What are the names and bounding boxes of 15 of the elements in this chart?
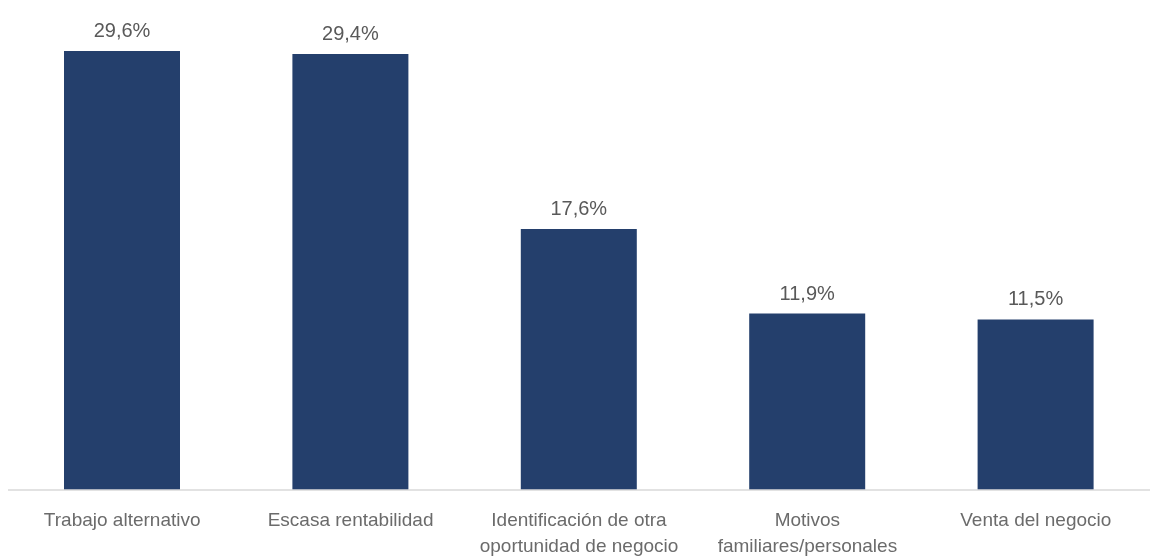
data-label: 29,6% xyxy=(93,19,151,41)
x-tick-label: Escasa rentabilidad xyxy=(267,509,434,531)
bar xyxy=(520,228,637,490)
bar xyxy=(749,313,866,490)
data-label: 29,4% xyxy=(322,21,379,44)
data-label: 11,5% xyxy=(1007,287,1064,310)
x-tick-label: Identificación de otra oportunidad de negocio xyxy=(479,509,679,557)
data-label: 11,9% xyxy=(779,281,836,304)
x-tick-label: Trabajo alternativo xyxy=(43,509,201,531)
x-tick-label: Venta del negocio xyxy=(960,509,1112,531)
bar xyxy=(977,319,1094,490)
bar xyxy=(292,53,409,490)
data-label: 17,6% xyxy=(550,196,608,219)
x-tick-label: Motivos familiares/personales xyxy=(717,509,898,557)
bar xyxy=(64,51,180,490)
